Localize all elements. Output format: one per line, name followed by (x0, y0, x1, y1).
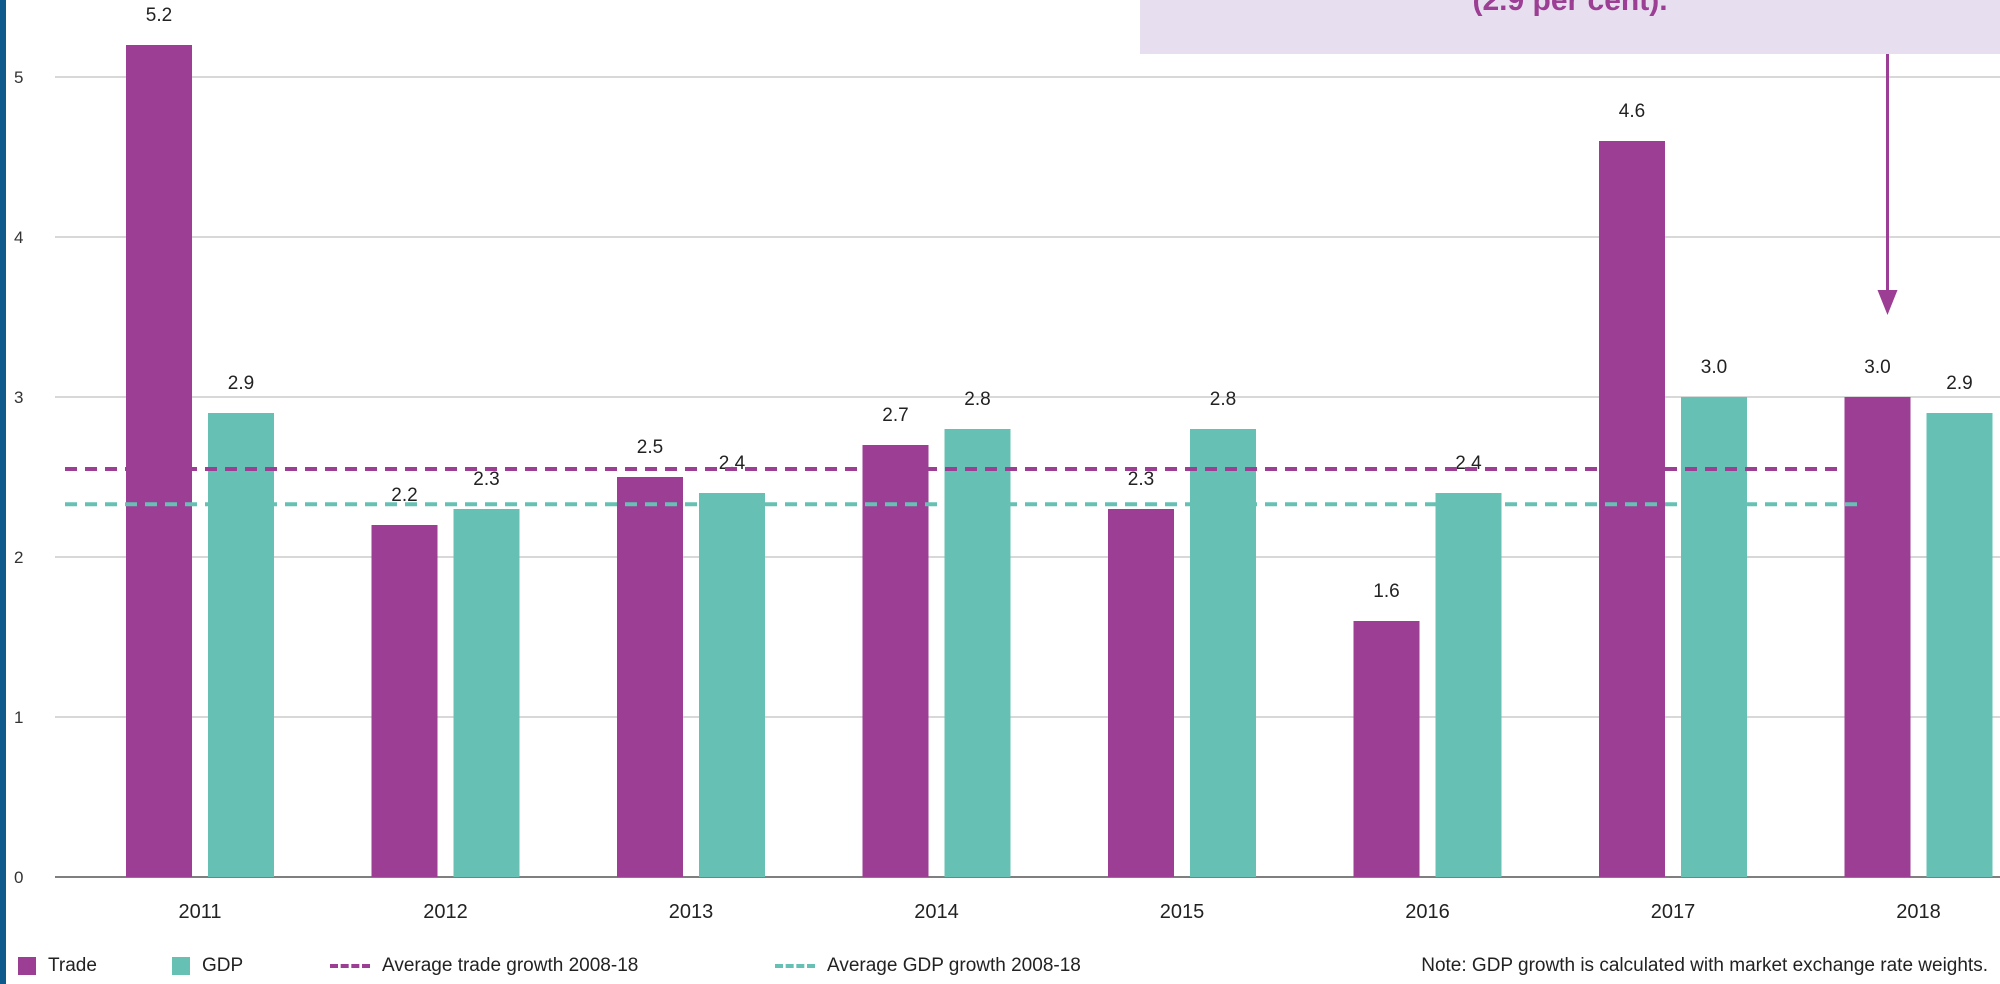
data-label-trade-2018: 3.0 (1864, 357, 1890, 378)
data-label-trade-2014: 2.7 (882, 405, 908, 426)
bar-gdp-2012 (453, 509, 520, 877)
chart-note: Note: GDP growth is calculated with mark… (1421, 955, 1988, 976)
data-label-trade-2013: 2.5 (637, 437, 663, 458)
x-tick-label-2016: 2016 (1405, 901, 1450, 923)
x-tick-label-2017: 2017 (1651, 901, 1696, 923)
x-tick-label-2014: 2014 (914, 901, 959, 923)
annotation-arrow-head (1877, 290, 1898, 315)
data-label-trade-2017: 4.6 (1619, 101, 1645, 122)
data-label-trade-2015: 2.3 (1128, 469, 1154, 490)
x-tick-label-2018: 2018 (1896, 901, 1941, 923)
data-label-gdp-2012: 2.3 (473, 469, 499, 490)
bar-trade-2015 (1108, 509, 1174, 877)
bar-gdp-2014 (944, 429, 1011, 877)
y-tick-label-1: 1 (14, 708, 23, 727)
legend-swatch-gdp (172, 957, 190, 975)
legend-item-gdp: GDP (172, 955, 243, 977)
data-label-gdp-2011: 2.9 (228, 373, 254, 394)
data-label-gdp-2015: 2.8 (1210, 389, 1236, 410)
y-tick-label-2: 2 (14, 548, 23, 567)
bar-gdp-2015 (1190, 429, 1256, 877)
y-tick-label-3: 3 (14, 388, 23, 407)
bar-trade-2013 (617, 477, 683, 877)
legend-item-avg-trade: Average trade growth 2008-18 (330, 955, 638, 977)
legend-label-gdp: GDP (202, 955, 244, 976)
data-label-gdp-2014: 2.8 (964, 389, 990, 410)
legend-swatch-trade (18, 957, 36, 975)
y-tick-label-4: 4 (14, 228, 23, 247)
x-tick-label-2011: 2011 (178, 901, 221, 923)
bar-trade-2011 (126, 45, 192, 877)
bar-trade-2014 (862, 445, 929, 877)
data-label-trade-2016: 1.6 (1373, 581, 1399, 602)
legend-label-avg-gdp: Average GDP growth 2008-18 (827, 955, 1081, 976)
legend-label-trade: Trade (48, 955, 97, 976)
y-tick-label-0: 0 (14, 868, 23, 887)
bar-trade-2012 (371, 525, 438, 877)
bar-trade-2018 (1844, 397, 1911, 877)
left-edge-strip (0, 0, 6, 984)
x-tick-label-2012: 2012 (423, 901, 468, 923)
legend-item-trade: Trade (18, 955, 97, 977)
callout-text: (2.9 per cent). (1472, 0, 1668, 17)
x-tick-label-2013: 2013 (669, 901, 714, 923)
data-label-gdp-2018: 2.9 (1946, 373, 1972, 394)
bar-trade-2017 (1599, 141, 1665, 877)
callout-box: (2.9 per cent). (1140, 0, 2000, 54)
bar-gdp-2017 (1681, 397, 1747, 877)
x-tick-label-2015: 2015 (1160, 901, 1205, 923)
data-label-trade-2011: 5.2 (146, 5, 172, 26)
legend-dash-avg-gdp (775, 964, 815, 968)
bar-gdp-2013 (699, 493, 765, 877)
bar-gdp-2016 (1435, 493, 1502, 877)
y-tick-label-5: 5 (14, 68, 23, 87)
legend-dash-avg-trade (330, 964, 370, 968)
legend-item-avg-gdp: Average GDP growth 2008-18 (775, 955, 1081, 977)
data-label-gdp-2017: 3.0 (1701, 357, 1727, 378)
bar-gdp-2018 (1926, 413, 1993, 877)
legend-label-avg-trade: Average trade growth 2008-18 (382, 955, 639, 976)
bar-trade-2016 (1353, 621, 1420, 877)
bar-gdp-2011 (208, 413, 274, 877)
data-label-trade-2012: 2.2 (391, 485, 417, 506)
